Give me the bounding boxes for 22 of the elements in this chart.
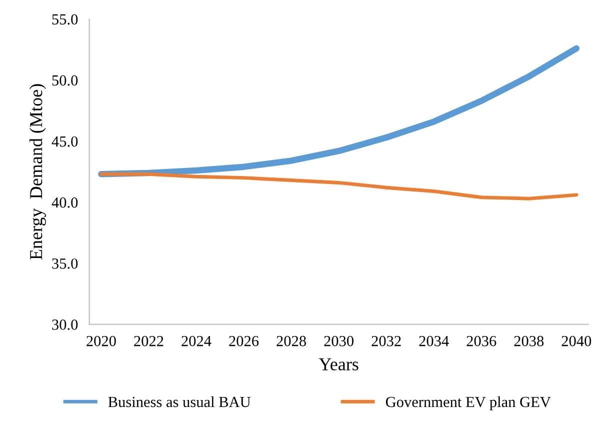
y-tick-label: 55.0 [52,14,78,25]
x-tick-label: 2040 [562,336,592,346]
y-tick-label: 40.0 [52,197,78,208]
x-tick-label: 2034 [419,336,449,346]
x-tick-label: 2022 [134,336,164,346]
y-tick-label: 50.0 [52,75,78,86]
y-tick-label: 45.0 [52,136,78,147]
y-tick-label: 35.0 [52,258,78,269]
x-tick-label: 2020 [86,336,116,346]
x-tick-label: 2038 [514,336,544,346]
legend-label: Business as usual BAU [108,396,251,408]
x-tick-label: 2024 [182,336,212,346]
y-axis-title: Energy Demand (Mtoe) [29,84,46,260]
y-tick-label: 30.0 [52,320,78,330]
line-series [99,172,578,200]
x-axis-title: Years [318,358,358,370]
legend-label: Government EV plan GEV [386,396,551,410]
x-tick-label: 2028 [276,336,306,346]
x-tick-label: 2026 [229,336,259,346]
x-tick-label: 2036 [466,336,496,346]
x-tick-label: 2032 [372,336,401,346]
x-tick-label: 2030 [324,336,354,346]
